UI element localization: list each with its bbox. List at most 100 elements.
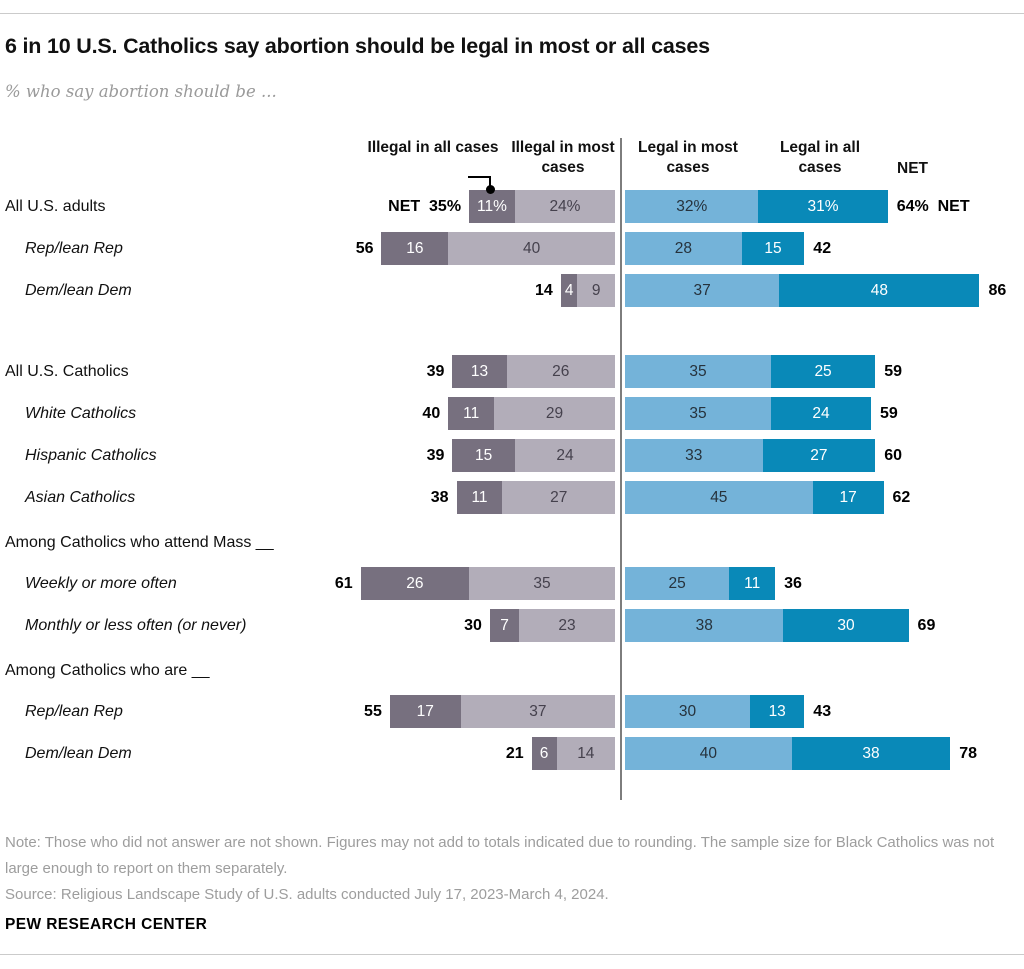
bar-segment-illegal-all: 15 <box>452 439 515 472</box>
legal-zone: 32% 31% 64% NET <box>625 190 970 223</box>
bar-segment-illegal-all: 11% <box>469 190 515 223</box>
bar-segment-legal-most: 33 <box>625 439 763 472</box>
legal-zone: 30 13 43 <box>625 695 831 728</box>
legal-stacked-bar: 32% 31% <box>625 190 888 223</box>
bar-segment-illegal-all: 6 <box>531 737 557 770</box>
net-label-right: 59 <box>880 404 898 422</box>
net-label-left: NET 35% <box>388 197 462 215</box>
illegal-zone: 40 11 29 <box>330 397 615 430</box>
legal-stacked-bar: 38 30 <box>625 609 909 642</box>
bar-segment-legal-all: 27 <box>762 439 876 472</box>
column-header-legal-most-cases: Legal in most cases <box>638 139 738 176</box>
bar-segment-legal-most: 35 <box>625 355 771 388</box>
bar-segment-illegal-most: 24% <box>514 190 615 223</box>
legal-zone: 28 15 42 <box>625 232 831 265</box>
column-header-illegal-all-cases: Illegal in all cases <box>367 139 499 156</box>
legal-zone: 25 11 36 <box>625 567 802 600</box>
bar-segment-illegal-all: 26 <box>360 567 470 600</box>
bar-segment-illegal-most: 27 <box>502 481 615 514</box>
bar-segment-legal-most: 40 <box>625 737 792 770</box>
top-rule <box>0 13 1024 14</box>
legal-stacked-bar: 30 13 <box>625 695 805 728</box>
illegal-zone: 30 7 23 <box>330 609 615 642</box>
illegal-stacked-bar: 11 29 <box>448 397 615 430</box>
row-label: Rep/lean Rep <box>25 239 123 257</box>
callout-dot <box>486 185 495 194</box>
bar-segment-legal-all: 17 <box>812 481 884 514</box>
brand-label: PEW RESEARCH CENTER <box>5 916 208 933</box>
row-label: Monthly or less often (or never) <box>25 616 247 634</box>
bar-segment-illegal-most: 14 <box>556 737 615 770</box>
legal-stacked-bar: 33 27 <box>625 439 876 472</box>
bar-segment-legal-all: 30 <box>783 609 909 642</box>
illegal-stacked-bar: 6 14 <box>531 737 615 770</box>
bar-segment-legal-all: 38 <box>791 737 951 770</box>
legal-stacked-bar: 45 17 <box>625 481 884 514</box>
bar-segment-illegal-all: 11 <box>448 397 495 430</box>
illegal-zone: 38 11 27 <box>330 481 615 514</box>
row-label: All U.S. adults <box>5 197 106 215</box>
bar-segment-illegal-most: 24 <box>514 439 615 472</box>
illegal-stacked-bar: 16 40 <box>381 232 615 265</box>
row-label: Rep/lean Rep <box>25 702 123 720</box>
row-label: Hispanic Catholics <box>25 446 157 464</box>
callout-line <box>468 176 491 188</box>
illegal-stacked-bar: 26 35 <box>360 567 615 600</box>
net-label-left: 30 <box>464 616 482 634</box>
footnotes: Note: Those who did not answer are not s… <box>5 830 1013 908</box>
column-header-illegal-most-cases: Illegal in most cases <box>511 139 615 176</box>
source-text: Source: Religious Landscape Study of U.S… <box>5 886 609 903</box>
bar-segment-illegal-all: 16 <box>381 232 449 265</box>
chart-row: White Catholics 40 11 29 35 24 59 <box>0 397 1024 430</box>
net-label-left: 21 <box>505 744 524 762</box>
illegal-stacked-bar: 11 27 <box>456 481 615 514</box>
column-headers: Illegal in all cases Illegal in most cas… <box>0 135 1024 190</box>
illegal-zone: 55 17 37 <box>330 695 615 728</box>
row-label: All U.S. Catholics <box>5 362 129 380</box>
net-label-left: 55 <box>364 702 382 720</box>
bar-segment-legal-most: 32% <box>625 190 759 223</box>
chart-row: Rep/lean Rep 56 16 40 28 15 42 <box>0 232 1024 265</box>
row-label: Dem/lean Dem <box>25 281 132 299</box>
bar-segment-illegal-all: 13 <box>452 355 507 388</box>
illegal-zone: 39 15 24 <box>330 439 615 472</box>
diverging-bar-chart: Illegal in all cases Illegal in most cas… <box>0 135 1024 800</box>
legal-zone: 45 17 62 <box>625 481 910 514</box>
bar-segment-legal-all: 31% <box>758 190 888 223</box>
bar-segment-legal-most: 28 <box>625 232 742 265</box>
bar-segment-legal-all: 11 <box>729 567 776 600</box>
section-label: Among Catholics who are __ <box>5 662 210 679</box>
row-label: Dem/lean Dem <box>25 744 132 762</box>
chart-row: Rep/lean Rep 55 17 37 30 13 43 <box>0 695 1024 728</box>
legal-zone: 35 25 59 <box>625 355 902 388</box>
chart-row: Asian Catholics 38 11 27 45 17 62 <box>0 481 1024 514</box>
illegal-zone: 56 16 40 <box>330 232 615 265</box>
illegal-zone: 61 26 35 <box>330 567 615 600</box>
legal-zone: 40 38 78 <box>625 737 977 770</box>
legal-zone: 38 30 69 <box>625 609 935 642</box>
bar-segment-legal-most: 45 <box>625 481 813 514</box>
net-label-right: 42 <box>813 239 832 257</box>
net-label-right: 86 <box>988 281 1007 299</box>
bar-segment-legal-all: 25 <box>770 355 876 388</box>
section-label: Among Catholics who attend Mass __ <box>5 534 274 551</box>
bar-segment-legal-most: 30 <box>625 695 751 728</box>
row-label: White Catholics <box>25 404 137 422</box>
row-label: Weekly or more often <box>25 574 177 592</box>
note-text: Note: Those who did not answer are not s… <box>5 834 995 877</box>
legal-stacked-bar: 28 15 <box>625 232 805 265</box>
net-label-left: 40 <box>422 404 441 422</box>
legal-zone: 33 27 60 <box>625 439 902 472</box>
net-label-left: 39 <box>426 362 445 380</box>
bar-segment-legal-most: 37 <box>625 274 780 307</box>
illegal-zone: 14 4 9 <box>330 274 615 307</box>
bar-segment-legal-all: 15 <box>741 232 805 265</box>
bar-segment-legal-all: 24 <box>770 397 872 430</box>
bar-segment-legal-most: 38 <box>625 609 784 642</box>
bottom-rule <box>0 954 1024 955</box>
chart-row: Dem/lean Dem 14 4 9 37 48 86 <box>0 274 1024 307</box>
bar-segment-illegal-most: 35 <box>469 567 615 600</box>
illegal-stacked-bar: 13 26 <box>452 355 615 388</box>
legal-stacked-bar: 25 11 <box>625 567 776 600</box>
column-header-legal-all-cases: Legal in all cases <box>779 139 861 176</box>
